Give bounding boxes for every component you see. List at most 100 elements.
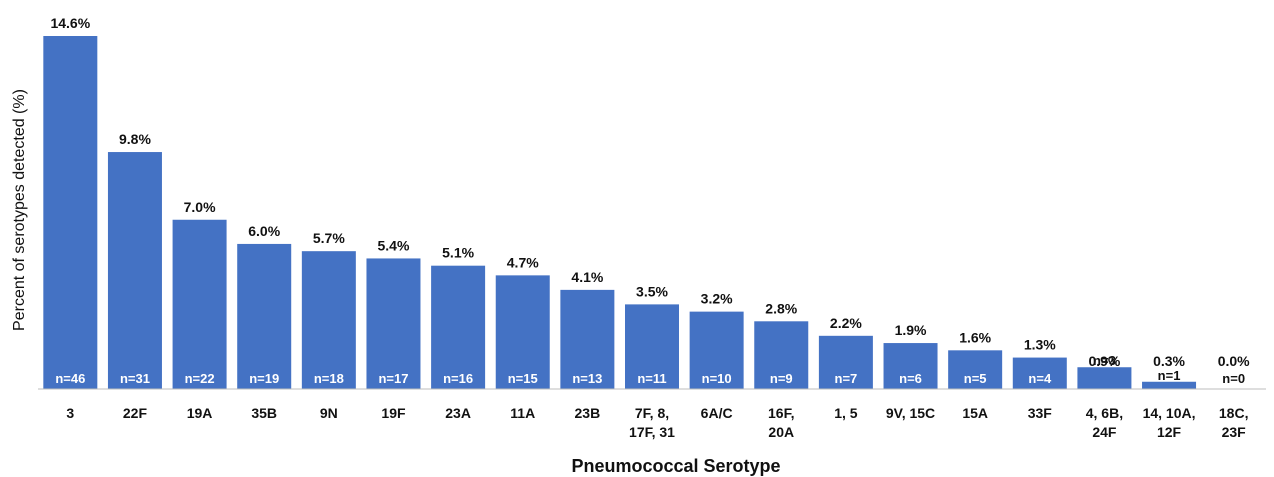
- x-tick-label-line: 23B: [575, 405, 601, 421]
- x-tick-label-11: 16F, 20A: [768, 405, 794, 440]
- count-label-11: n=9: [770, 371, 793, 386]
- count-label-15: n=4: [1028, 371, 1052, 386]
- count-label-16: n=3: [1093, 353, 1116, 368]
- count-label-10: n=10: [702, 371, 732, 386]
- x-tick-label-17: 14, 10A, 12F: [1143, 405, 1196, 440]
- y-axis-title: Percent of serotypes detected (%): [11, 89, 28, 331]
- x-tick-label-line: 19A: [187, 405, 213, 421]
- value-label-17: 0.3%: [1153, 353, 1185, 369]
- x-tick-label-line: 23F: [1222, 424, 1247, 440]
- value-label-15: 1.3%: [1024, 337, 1056, 353]
- x-axis-title: Pneumococcal Serotype: [571, 456, 780, 476]
- count-label-9: n=11: [637, 371, 666, 386]
- count-label-7: n=15: [508, 371, 538, 386]
- x-tick-label-line: 11A: [510, 405, 535, 421]
- count-label-12: n=7: [835, 371, 858, 386]
- value-label-9: 3.5%: [636, 283, 668, 299]
- bar-3: [237, 243, 292, 389]
- bars-layer: [43, 36, 1197, 389]
- x-tick-label-4: 9N: [320, 405, 338, 421]
- x-tick-label-3: 35B: [251, 405, 277, 421]
- x-tick-label-line: 1, 5: [834, 405, 858, 421]
- x-tick-label-12: 1, 5: [834, 405, 858, 421]
- value-label-11: 2.8%: [765, 300, 797, 316]
- x-tick-label-line: 14, 10A,: [1143, 405, 1196, 421]
- x-tick-label-2: 19A: [187, 405, 213, 421]
- bar-12: [818, 335, 873, 389]
- count-label-5: n=17: [378, 371, 408, 386]
- bar-11: [754, 321, 809, 389]
- x-tick-label-line: 16F,: [768, 405, 794, 421]
- bar-10: [689, 311, 744, 389]
- value-label-1: 9.8%: [119, 131, 151, 147]
- x-tick-label-line: 4, 6B,: [1086, 405, 1123, 421]
- x-tick-label-0: 3: [66, 405, 74, 421]
- count-label-14: n=5: [964, 371, 987, 386]
- count-label-18: n=0: [1222, 371, 1245, 386]
- x-tick-label-line: 15A: [962, 405, 988, 421]
- bar-14: [948, 350, 1003, 389]
- bar-0: [43, 36, 98, 389]
- x-tick-label-line: 17F, 31: [629, 424, 675, 440]
- value-label-4: 5.7%: [313, 230, 345, 246]
- value-label-18: 0.0%: [1218, 353, 1250, 369]
- x-tick-label-9: 7F, 8, 17F, 31: [629, 405, 675, 440]
- bar-2: [172, 219, 227, 389]
- x-tick-label-line: 7F, 8,: [635, 405, 669, 421]
- value-label-14: 1.6%: [959, 329, 991, 345]
- bar-9: [625, 304, 679, 389]
- labels-layer: 14.6% n=46 3 9.8% n=31 22F 7.0% n=22 19A 6.0% n=1 9…: [50, 15, 1250, 440]
- x-tick-label-16: 4, 6B, 24F: [1086, 405, 1123, 440]
- value-label-10: 3.2%: [701, 291, 733, 307]
- value-label-12: 2.2%: [830, 315, 862, 331]
- count-label-6: n=16: [443, 371, 473, 386]
- value-label-2: 7.0%: [184, 199, 216, 215]
- count-label-8: n=13: [572, 371, 602, 386]
- x-tick-label-line: 23A: [445, 405, 471, 421]
- x-tick-label-1: 22F: [123, 405, 148, 421]
- count-label-0: n=46: [55, 371, 85, 386]
- bar-7: [495, 275, 550, 389]
- x-tick-label-6: 23A: [445, 405, 471, 421]
- x-tick-label-14: 15A: [962, 405, 988, 421]
- value-label-0: 14.6%: [50, 15, 90, 31]
- bar-15: [1012, 357, 1067, 389]
- bar-1: [107, 152, 162, 389]
- value-label-5: 5.4%: [378, 237, 410, 253]
- x-tick-label-line: 9N: [320, 405, 338, 421]
- x-tick-label-line: 3: [66, 405, 74, 421]
- x-tick-label-line: 6A/C: [701, 405, 733, 421]
- count-label-2: n=22: [185, 371, 215, 386]
- bar-5: [366, 258, 421, 389]
- x-tick-label-line: 12F: [1157, 424, 1182, 440]
- count-label-4: n=18: [314, 371, 344, 386]
- count-label-17: n=1: [1158, 368, 1181, 383]
- x-tick-label-line: 18C,: [1219, 405, 1249, 421]
- x-tick-label-7: 11A: [510, 405, 535, 421]
- bar-6: [431, 265, 486, 389]
- x-tick-label-8: 23B: [575, 405, 601, 421]
- value-label-3: 6.0%: [248, 223, 280, 239]
- x-tick-label-5: 19F: [381, 405, 406, 421]
- x-tick-label-line: 9V, 15C: [886, 405, 935, 421]
- bar-8: [560, 289, 615, 389]
- bar-16: [1077, 367, 1132, 389]
- value-label-8: 4.1%: [571, 269, 603, 285]
- bar-4: [301, 251, 356, 389]
- count-label-13: n=6: [899, 371, 922, 386]
- x-tick-label-line: 24F: [1092, 424, 1117, 440]
- count-label-1: n=31: [120, 371, 150, 386]
- x-tick-label-line: 22F: [123, 405, 148, 421]
- x-tick-label-line: 33F: [1028, 405, 1053, 421]
- value-label-6: 5.1%: [442, 245, 474, 261]
- value-label-7: 4.7%: [507, 254, 539, 270]
- x-tick-label-15: 33F: [1028, 405, 1053, 421]
- bar-13: [883, 343, 938, 389]
- value-label-16: 0.9%: [1088, 353, 1120, 369]
- x-tick-label-10: 6A/C: [701, 405, 733, 421]
- x-tick-label-13: 9V, 15C: [886, 405, 935, 421]
- x-tick-label-18: 18C, 23F: [1219, 405, 1249, 440]
- value-label-13: 1.9%: [895, 322, 927, 338]
